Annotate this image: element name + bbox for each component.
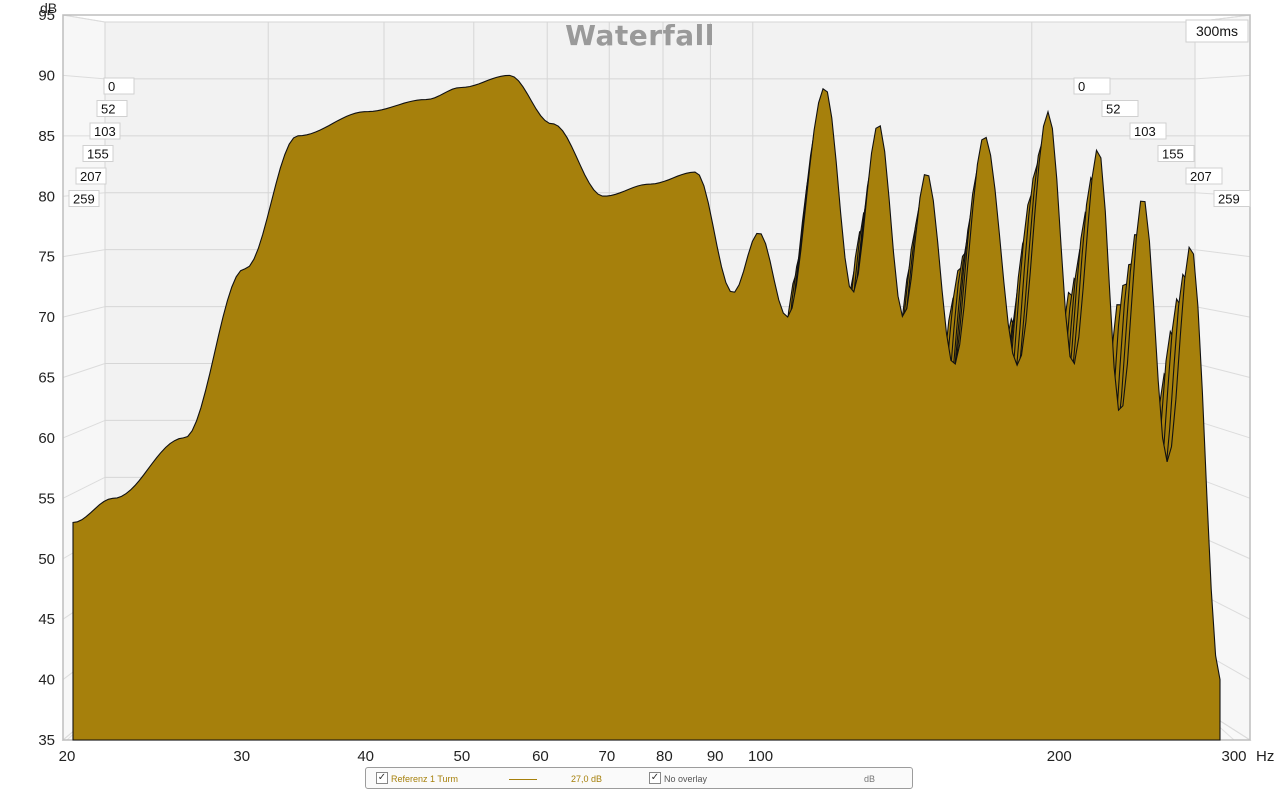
time-slice-label-left: 52 <box>101 102 115 117</box>
y-tick-label: 40 <box>38 672 55 689</box>
legend-bar: ✓ Referenz 1 Turm 27,0 dB ✓ No overlay d… <box>365 767 913 789</box>
time-slice-label-right: 103 <box>1134 124 1156 139</box>
time-slice-label-box <box>1213 190 1251 207</box>
time-slice-label-left: 259 <box>73 192 95 207</box>
x-tick-label: 20 <box>59 748 76 765</box>
time-slice-label-right: 0 <box>1078 79 1085 94</box>
x-tick-label: 60 <box>532 748 549 765</box>
time-slice-label-box <box>1185 167 1223 185</box>
x-tick-label: 40 <box>357 748 374 765</box>
y-tick-label: 65 <box>38 370 55 387</box>
axes: 35 40 45 50 55 60 65 70 75 80 85 90 95 20 30 40 50 60 70 80… <box>38 7 1246 765</box>
x-tick-label: 50 <box>454 748 471 765</box>
y-tick-label: 75 <box>38 249 55 266</box>
y-tick-label: 70 <box>38 309 55 326</box>
time-slice-label-box <box>75 167 107 185</box>
time-slice-label-box <box>103 77 135 95</box>
y-axis-unit: dB <box>40 0 57 16</box>
time-slice-label-right: 155 <box>1162 147 1184 162</box>
y-tick-label: 35 <box>38 732 55 749</box>
time-slice-label-box <box>1101 100 1139 117</box>
x-tick-label: 80 <box>656 748 673 765</box>
y-tick-label: 90 <box>38 67 55 84</box>
time-slice-label-right: 207 <box>1190 169 1212 184</box>
y-tick-label: 85 <box>38 128 55 145</box>
y-tick-label: 45 <box>38 611 55 628</box>
waterfall-slices <box>72 74 1221 741</box>
time-slice-label-box <box>96 100 128 117</box>
y-tick-label: 80 <box>38 188 55 205</box>
time-slice-label-right: 52 <box>1106 102 1120 117</box>
time-slice-label-box <box>1157 145 1195 162</box>
series-label: Referenz 1 Turm <box>391 774 459 784</box>
x-tick-label: 30 <box>233 748 250 765</box>
overlay-checkbox[interactable]: ✓ <box>649 772 661 784</box>
time-slice-label-left: 155 <box>87 147 109 162</box>
time-slice-label-box <box>82 145 114 162</box>
time-slice-label-box <box>1073 77 1111 95</box>
time-slice-labels-right: 0 52 103 155 207 259 <box>1073 77 1251 207</box>
time-slice-label-left: 207 <box>80 169 102 184</box>
series-checkbox[interactable]: ✓ <box>376 772 388 784</box>
y-tick-label: 55 <box>38 490 55 507</box>
y-tick-label: 95 <box>38 7 55 24</box>
x-tick-label: 300 <box>1221 748 1246 765</box>
x-tick-label: 70 <box>599 748 616 765</box>
time-slice-label-box <box>1129 122 1167 140</box>
time-slice-label-box <box>68 190 100 207</box>
x-axis-unit: Hz <box>1256 748 1274 765</box>
x-tick-label: 200 <box>1047 748 1072 765</box>
x-tick-label: 100 <box>748 748 773 765</box>
time-slice-labels-left: 0 52 103 155 207 259 <box>68 77 135 207</box>
y-tick-label: 60 <box>38 430 55 447</box>
waterfall-slice <box>72 74 1221 741</box>
overlay-label: No overlay <box>664 774 708 784</box>
time-range-badge: 300ms <box>1185 19 1249 43</box>
chart-title: Waterfall <box>565 19 715 52</box>
time-slice-label-right: 259 <box>1218 192 1240 207</box>
time-slice-label-box <box>89 122 121 140</box>
time-range-label: 300ms <box>1196 23 1238 39</box>
time-slice-label-left: 0 <box>108 79 115 94</box>
overlay-unit: dB <box>864 774 876 784</box>
time-slice-label-left: 103 <box>94 124 116 139</box>
series-value: 27,0 dB <box>571 774 603 784</box>
y-tick-label: 50 <box>38 551 55 568</box>
series-line-swatch <box>509 779 537 780</box>
x-tick-label: 90 <box>707 748 724 765</box>
